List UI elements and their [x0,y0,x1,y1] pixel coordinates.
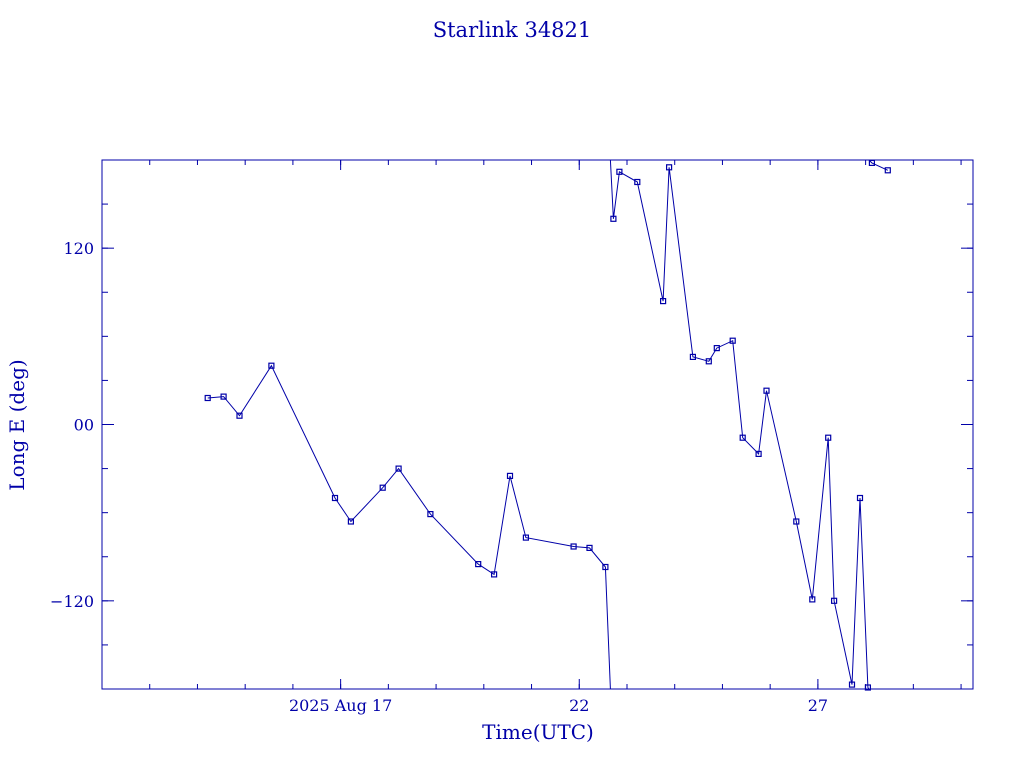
y-tick-label: −120 [50,592,94,611]
tick-marks [101,159,973,690]
data-point-marker [570,543,577,550]
data-point-marker [506,472,514,479]
x-tick-label: 22 [569,696,589,715]
data-point-marker [379,484,386,491]
data-point-marker [236,412,243,419]
series-line [207,159,889,690]
data-point-marker [659,298,667,305]
data-point-marker [809,596,816,603]
tick-labels: 2025 Aug 17 22 27 120 00 −120 [50,239,828,715]
data-point-marker [864,684,872,691]
x-tick-label: 27 [808,696,828,715]
data-point-marker [586,544,593,552]
data-point-marker [729,337,736,344]
data-point-marker [825,434,832,441]
data-point-marker [602,563,609,571]
data-point-marker [634,178,641,186]
chart-title: Starlink 34821 [433,18,592,42]
plot-frame [101,159,974,690]
data-point-marker [616,168,623,175]
x-tick-label: 2025 Aug 17 [289,696,392,715]
data-point-marker [220,393,227,400]
data-point-marker [705,358,712,365]
y-tick-label: 120 [63,239,94,258]
data-markers [204,159,891,691]
data-point-marker [848,681,856,688]
data-point-marker [868,159,876,166]
data-point-marker [689,353,697,360]
data-point-marker [755,450,762,457]
data-point-marker [739,434,746,441]
data-point-marker [347,518,354,525]
y-axis-label: Long E (deg) [5,359,29,490]
data-point-marker [856,494,864,502]
data-point-marker [830,597,838,604]
data-point-marker [522,534,530,541]
data-point-marker [331,494,339,502]
data-point-marker [763,387,770,394]
data-point-marker [427,511,434,518]
data-point-marker [395,465,402,472]
y-tick-label: 00 [74,416,94,435]
data-point-marker [665,164,673,171]
data-point-marker [713,345,720,352]
data-point-marker [491,571,498,578]
data-point-marker [793,518,800,525]
data-point-marker [610,215,617,222]
x-axis-label: Time(UTC) [482,720,594,744]
data-point-marker [475,560,482,568]
data-point-marker [268,362,275,369]
data-point-marker [884,167,891,174]
data-point-marker [204,394,211,402]
series-path [207,159,889,690]
